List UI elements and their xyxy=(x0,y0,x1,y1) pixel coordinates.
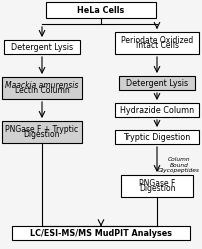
Bar xyxy=(119,76,195,90)
Bar xyxy=(46,2,156,18)
Bar xyxy=(2,121,82,143)
Text: Hydrazide Column: Hydrazide Column xyxy=(120,106,194,115)
Bar xyxy=(121,175,193,197)
Text: Digestion: Digestion xyxy=(139,184,175,193)
Text: PNGase F: PNGase F xyxy=(139,179,175,188)
Text: Digestion: Digestion xyxy=(24,130,60,139)
Text: Tryptic Digestion: Tryptic Digestion xyxy=(123,132,191,141)
Text: Column
Bound
Glycopeptides: Column Bound Glycopeptides xyxy=(158,157,200,173)
Text: Maackia amurensis: Maackia amurensis xyxy=(5,81,79,90)
Text: PNGase F + Tryptic: PNGase F + Tryptic xyxy=(5,125,79,134)
Text: Detergent Lysis: Detergent Lysis xyxy=(126,78,188,87)
Text: Periodate Oxidized: Periodate Oxidized xyxy=(121,36,193,45)
Text: Detergent Lysis: Detergent Lysis xyxy=(11,43,73,52)
Bar xyxy=(115,130,199,144)
Text: Lectin Column: Lectin Column xyxy=(15,86,69,95)
Bar xyxy=(2,77,82,99)
Bar xyxy=(4,40,80,54)
Bar xyxy=(12,226,190,240)
Bar xyxy=(115,103,199,117)
Text: HeLa Cells: HeLa Cells xyxy=(77,5,125,14)
Text: LC/ESI-MS/MS MudPIT Analyses: LC/ESI-MS/MS MudPIT Analyses xyxy=(30,229,172,238)
Text: Intact Cells: Intact Cells xyxy=(136,41,179,50)
Bar xyxy=(115,32,199,54)
